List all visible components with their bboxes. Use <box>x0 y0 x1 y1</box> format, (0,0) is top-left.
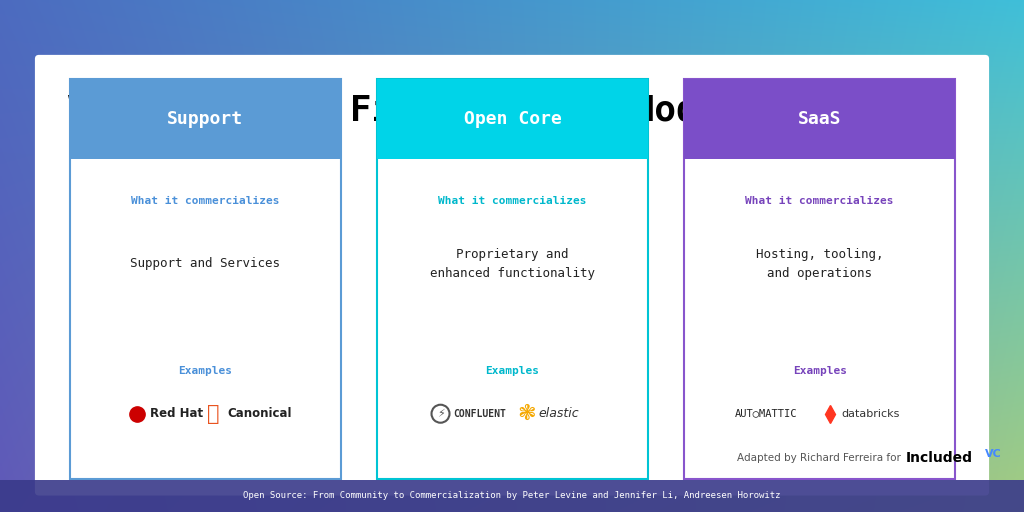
Text: Support and Services: Support and Services <box>130 257 281 270</box>
Text: Examples: Examples <box>485 366 540 376</box>
Text: Ⓜ: Ⓜ <box>207 404 220 424</box>
Bar <box>684 79 955 159</box>
Text: ❃: ❃ <box>517 404 537 424</box>
Bar <box>0 480 1024 512</box>
Text: What it commercializes: What it commercializes <box>745 196 894 206</box>
Text: elastic: elastic <box>539 407 580 420</box>
Text: AUT◯MATTIC: AUT◯MATTIC <box>734 409 798 419</box>
Text: Open Source: From Community to Commercialization by Peter Levine and Jennifer Li: Open Source: From Community to Commercia… <box>244 492 780 501</box>
Text: Hosting, tooling,
and operations: Hosting, tooling, and operations <box>756 248 884 280</box>
Text: Canonical: Canonical <box>227 407 292 420</box>
Text: Examples: Examples <box>793 366 847 376</box>
Text: What it commercializes: What it commercializes <box>438 196 587 206</box>
Text: Open Core: Open Core <box>464 110 561 128</box>
Text: Red Hat: Red Hat <box>151 407 204 420</box>
Text: Included: Included <box>906 451 973 465</box>
Bar <box>70 79 341 159</box>
Text: ⚡: ⚡ <box>436 409 444 419</box>
Text: Adapted by Richard Ferreira for: Adapted by Richard Ferreira for <box>737 453 901 463</box>
Text: Value-Market Fit Business Models: Value-Market Fit Business Models <box>67 94 763 128</box>
Text: What it commercializes: What it commercializes <box>131 196 280 206</box>
Text: Examples: Examples <box>178 366 232 376</box>
Text: CONFLUENT: CONFLUENT <box>454 409 507 419</box>
Bar <box>377 79 648 159</box>
Bar <box>684 79 955 479</box>
Bar <box>70 79 341 479</box>
Text: Proprietary and
enhanced functionality: Proprietary and enhanced functionality <box>430 248 595 280</box>
Text: SaaS: SaaS <box>798 110 842 128</box>
Text: Support: Support <box>167 110 244 128</box>
FancyBboxPatch shape <box>35 55 989 496</box>
Text: VC: VC <box>985 449 1001 459</box>
Text: databricks: databricks <box>842 409 900 419</box>
Bar <box>377 79 648 479</box>
